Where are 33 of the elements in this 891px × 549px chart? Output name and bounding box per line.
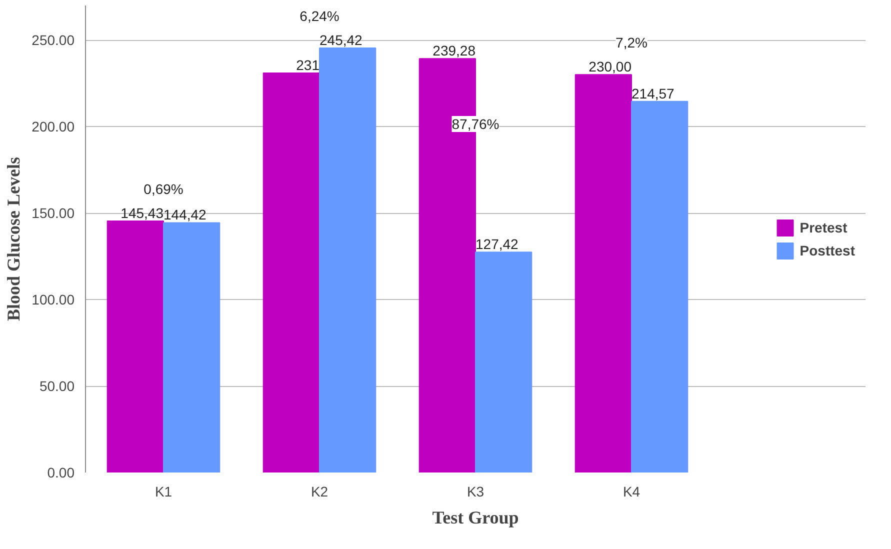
data-label: 145,43	[120, 204, 164, 221]
annotation: 6,24%	[300, 8, 340, 24]
annotation: 7,2%	[616, 34, 648, 51]
data-label: 245,42	[320, 32, 363, 48]
x-tick-label: K4	[622, 484, 640, 500]
bar	[106, 220, 164, 472]
x-tick-label: K2	[310, 484, 328, 500]
annotation: 87,76%	[452, 116, 500, 132]
y-tick-label: 50.00	[39, 378, 75, 394]
x-tick-label: K3	[466, 484, 484, 500]
y-tick-label: 100.00	[32, 292, 75, 308]
data-label: 231	[296, 56, 320, 73]
legend-label: Pretest	[800, 219, 848, 235]
bar	[163, 222, 220, 472]
legend-label: Posttest	[800, 242, 855, 258]
bar	[475, 252, 532, 472]
bar	[319, 48, 376, 472]
x-tick-label: K1	[154, 484, 172, 500]
data-label: 144,42	[164, 206, 207, 223]
data-label: 239,28	[432, 42, 476, 59]
bar	[631, 100, 688, 472]
bar	[574, 74, 632, 472]
y-axis-title: Blood Glucose Levels	[4, 156, 24, 321]
y-tick-label: 200.00	[32, 118, 75, 135]
data-label: 214,57	[632, 85, 675, 102]
y-tick-label: 150.00	[32, 205, 75, 222]
annotation: 0,69%	[144, 180, 184, 197]
data-label: 127,42	[476, 236, 519, 252]
x-axis-title: Test Group	[432, 508, 519, 528]
y-tick-label: 0.00	[47, 464, 75, 480]
data-label: 230,00	[588, 58, 632, 75]
y-tick-label: 250.00	[32, 32, 75, 48]
bar	[262, 72, 320, 472]
